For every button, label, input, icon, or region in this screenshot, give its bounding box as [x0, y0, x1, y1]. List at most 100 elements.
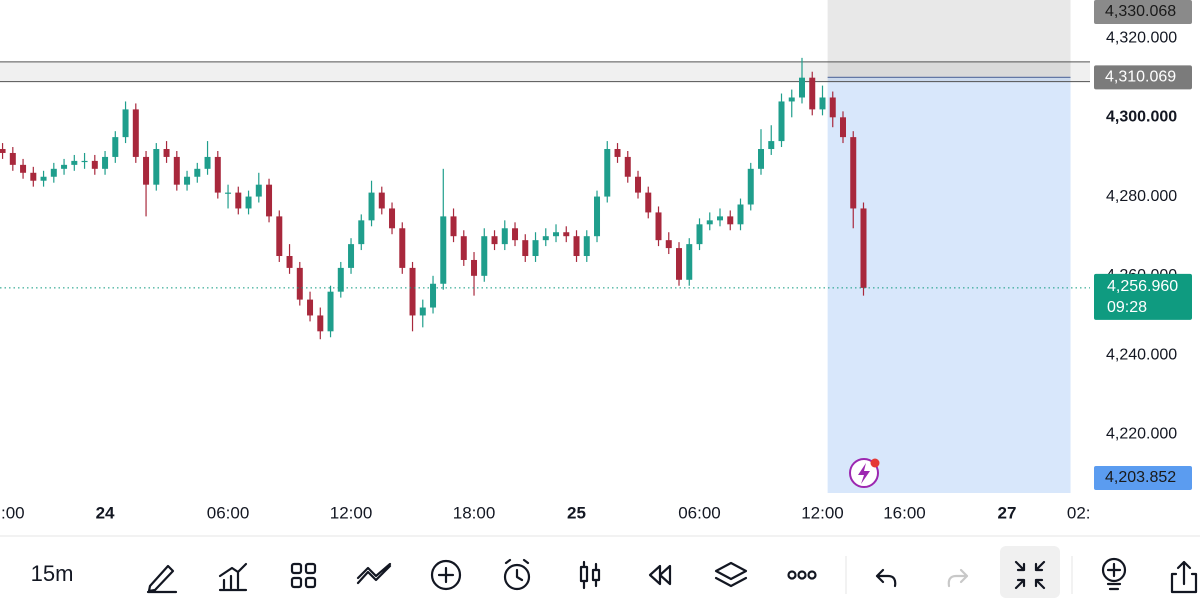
- candle-body: [214, 156, 221, 193]
- alert-badge-icon: [858, 463, 870, 484]
- candle-body: [348, 244, 355, 268]
- candle-body: [798, 77, 805, 98]
- candle-body: [91, 160, 98, 169]
- candle-body: [40, 176, 47, 181]
- y-tick-label: 4,220.000: [1106, 426, 1177, 443]
- x-tick-label: 27: [998, 503, 1017, 522]
- candle-body: [522, 240, 529, 257]
- candle-body: [399, 228, 406, 268]
- toolbar: 15m: [0, 535, 1200, 598]
- candle-body: [747, 168, 754, 205]
- layout-button[interactable]: [290, 562, 317, 589]
- fullscreen-button[interactable]: [1014, 560, 1046, 590]
- candle-body: [266, 184, 273, 217]
- candle-body: [440, 216, 447, 284]
- candle-body: [0, 149, 6, 153]
- candle-body: [419, 307, 426, 316]
- candle-body: [194, 168, 201, 177]
- candle-body: [173, 156, 180, 185]
- more-button[interactable]: [787, 570, 817, 580]
- candle-body: [50, 168, 57, 177]
- candle-body: [245, 196, 252, 209]
- indicators-button[interactable]: [218, 562, 248, 592]
- zone-fill: [0, 61, 1090, 82]
- candle-body: [860, 208, 867, 288]
- stop-label: 4,330.068: [1105, 3, 1176, 20]
- candle-body: [132, 109, 139, 157]
- stop-zone: [827, 0, 1071, 78]
- candle-body: [583, 236, 590, 257]
- candle-body: [471, 259, 478, 276]
- draw-tool[interactable]: [146, 564, 178, 594]
- candle-body: [737, 204, 744, 225]
- alert-button[interactable]: [503, 558, 531, 591]
- candle-body: [225, 192, 232, 194]
- candle-body: [276, 216, 283, 257]
- redo-button[interactable]: [947, 568, 969, 588]
- candle-body: [512, 228, 519, 241]
- plot: 4,220.0004,240.0004,260.0004,280.0004,30…: [0, 0, 1192, 522]
- candle-body: [358, 220, 365, 245]
- candle-body: [184, 176, 191, 185]
- undo-button[interactable]: [875, 568, 897, 588]
- candle-body: [378, 192, 385, 209]
- candle-body: [594, 196, 601, 237]
- candle-body: [686, 244, 693, 280]
- candle-body: [819, 97, 826, 110]
- candle-body: [635, 176, 642, 193]
- candle-body: [727, 216, 734, 225]
- ideas-button[interactable]: [1101, 557, 1127, 591]
- candle-body: [286, 256, 293, 268]
- candle-body: [255, 184, 262, 197]
- x-tick-label: 24: [96, 503, 115, 522]
- add-button[interactable]: [430, 559, 462, 591]
- candle-body: [122, 109, 129, 138]
- candle-body: [307, 299, 314, 316]
- candle-body: [563, 232, 570, 237]
- share-button[interactable]: [1170, 560, 1198, 594]
- chart-type-button[interactable]: [579, 560, 601, 590]
- candle-body: [655, 212, 662, 241]
- candle-body: [839, 117, 846, 138]
- candle-body: [81, 160, 88, 163]
- y-tick-label: 4,300.000: [1106, 109, 1177, 126]
- x-tick-label: :00: [1, 503, 25, 522]
- candle-body: [30, 172, 37, 181]
- candle-body: [409, 267, 416, 316]
- candle-body: [758, 149, 765, 169]
- candle-body: [296, 267, 303, 300]
- candle-body: [850, 137, 857, 209]
- candle-body: [368, 192, 375, 221]
- layers-button[interactable]: [714, 561, 748, 588]
- compare-button[interactable]: [356, 562, 392, 585]
- candle-body: [696, 224, 703, 245]
- candle-body: [460, 236, 467, 260]
- candle-body: [143, 156, 150, 185]
- y-tick-label: 4,240.000: [1106, 346, 1177, 363]
- y-tick-label: 4,280.000: [1106, 188, 1177, 205]
- candle-body: [327, 291, 334, 332]
- candle-body: [71, 160, 78, 165]
- candle-body: [829, 97, 836, 118]
- replay-button[interactable]: [648, 564, 672, 586]
- interval-button[interactable]: 15m: [31, 561, 74, 586]
- candle-body: [706, 220, 713, 225]
- y-tick-label: 4,320.000: [1106, 29, 1177, 46]
- candle-body: [61, 164, 68, 169]
- candle-body: [809, 77, 816, 110]
- x-tick-label: 06:00: [207, 503, 250, 522]
- candle-body: [337, 267, 344, 292]
- x-tick-label: 06:00: [678, 503, 721, 522]
- entry-label: 4,310.069: [1105, 69, 1176, 86]
- candle-body: [491, 236, 498, 245]
- candle-body: [9, 152, 16, 165]
- candle-body: [624, 156, 631, 177]
- candle-body: [768, 141, 775, 150]
- candle-body: [235, 192, 242, 209]
- target-label-box: [1094, 466, 1192, 490]
- candle-body: [614, 149, 621, 157]
- x-tick-label: 16:00: [883, 503, 926, 522]
- stop-label-box: [1094, 0, 1192, 24]
- candle-body: [481, 236, 488, 276]
